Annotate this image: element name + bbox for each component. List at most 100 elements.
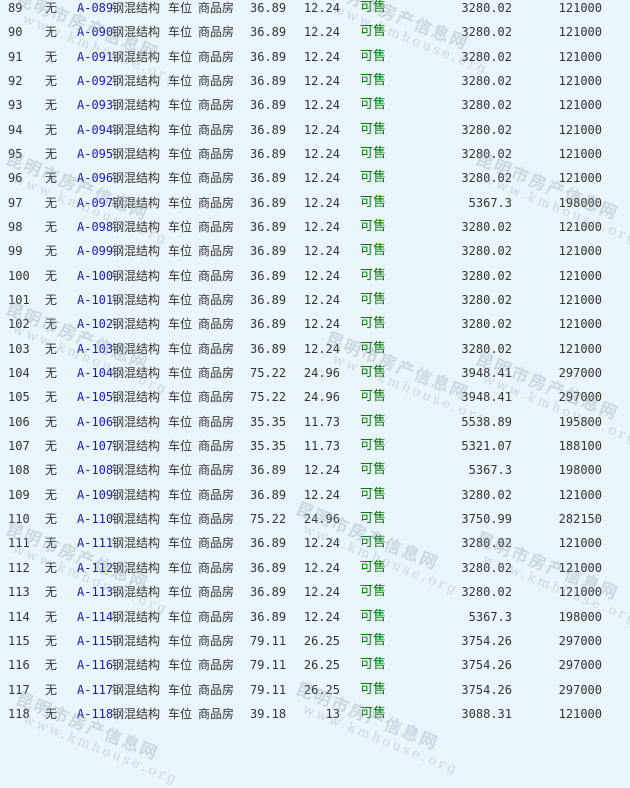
table-row: 95 无 A-095 钢混结构 车位 商品房 36.89 12.24 可售 3280.02 1210… [0, 142, 630, 166]
unit-code-link[interactable]: A-097 [77, 195, 114, 210]
unit-code-link[interactable]: A-103 [77, 341, 114, 356]
total-price: 121000 [558, 98, 602, 113]
unit-code-link[interactable]: A-102 [77, 317, 114, 332]
table-row: 117 无 A-117 钢混结构 车位 商品房 79.11 26.25 可售 3754.26 297… [0, 678, 630, 702]
property-type: 商品房 [198, 244, 235, 259]
presale-cert: 无 [45, 560, 58, 575]
sale-status: 可售 [360, 48, 387, 64]
unit-code-link[interactable]: A-101 [77, 293, 114, 308]
structure: 钢混结构 [112, 682, 161, 697]
table-row: 106 无 A-106 钢混结构 车位 商品房 35.35 11.73 可售 5538.89 195… [0, 410, 630, 434]
sale-status: 可售 [360, 170, 387, 186]
structure: 钢混结构 [112, 171, 161, 186]
unit-code-link[interactable]: A-090 [77, 25, 114, 40]
structure: 钢混结构 [112, 706, 161, 721]
unit-code-link[interactable]: A-118 [77, 706, 114, 721]
unit-code-link[interactable]: A-104 [77, 366, 114, 381]
structure: 钢混结构 [112, 293, 161, 308]
building-area: 36.89 [250, 341, 287, 356]
structure: 钢混结构 [112, 439, 161, 454]
table-row: 94 无 A-094 钢混结构 车位 商品房 36.89 12.24 可售 3280.02 1210… [0, 118, 630, 142]
inner-area: 26.25 [303, 633, 340, 648]
usage: 车位 [168, 390, 193, 405]
building-area: 36.89 [250, 268, 287, 283]
unit-code-link[interactable]: A-089 [77, 1, 114, 15]
presale-cert: 无 [45, 609, 58, 624]
presale-cert: 无 [45, 244, 58, 259]
unit-code-link[interactable]: A-100 [77, 268, 114, 283]
building-area: 36.89 [250, 1, 287, 15]
unit-price: 3280.02 [461, 98, 512, 113]
unit-price: 3280.02 [461, 317, 512, 332]
unit-price: 3280.02 [461, 122, 512, 137]
unit-code-link[interactable]: A-095 [77, 147, 114, 162]
unit-code-link[interactable]: A-111 [77, 536, 114, 551]
building-area: 36.89 [250, 293, 287, 308]
structure: 钢混结构 [112, 244, 161, 259]
total-price: 297000 [558, 682, 602, 697]
unit-code-link[interactable]: A-112 [77, 560, 114, 575]
property-type: 商品房 [198, 439, 235, 454]
property-type: 商品房 [198, 414, 235, 429]
unit-code-link[interactable]: A-108 [77, 463, 114, 478]
unit-code-link[interactable]: A-113 [77, 585, 114, 600]
sale-status: 可售 [360, 73, 387, 89]
unit-code-link[interactable]: A-094 [77, 122, 114, 137]
inner-area: 12.24 [303, 220, 340, 235]
unit-code-link[interactable]: A-116 [77, 658, 114, 673]
usage: 车位 [168, 171, 193, 186]
building-area: 36.89 [250, 463, 287, 478]
sale-status: 可售 [360, 657, 387, 673]
usage: 车位 [168, 706, 193, 721]
inner-area: 26.25 [303, 658, 340, 673]
inner-area: 12.24 [303, 25, 340, 40]
sale-status: 可售 [360, 194, 387, 210]
unit-code-link[interactable]: A-091 [77, 49, 114, 64]
total-price: 121000 [558, 293, 602, 308]
unit-code-link[interactable]: A-106 [77, 414, 114, 429]
presale-cert: 无 [45, 268, 58, 283]
unit-code-link[interactable]: A-093 [77, 98, 114, 113]
unit-code-link[interactable]: A-096 [77, 171, 114, 186]
unit-code-link[interactable]: A-114 [77, 609, 114, 624]
unit-code-link[interactable]: A-099 [77, 244, 114, 259]
unit-price: 3280.02 [461, 293, 512, 308]
sale-status: 可售 [360, 24, 387, 40]
usage: 车位 [168, 512, 193, 527]
sale-status: 可售 [360, 608, 387, 624]
total-price: 121000 [558, 122, 602, 137]
property-type: 商品房 [198, 341, 235, 356]
presale-cert: 无 [45, 98, 58, 113]
total-price: 121000 [558, 220, 602, 235]
unit-code-link[interactable]: A-109 [77, 487, 114, 502]
property-type: 商品房 [198, 536, 235, 551]
structure: 钢混结构 [112, 633, 161, 648]
building-area: 36.89 [250, 220, 287, 235]
inner-area: 12.24 [303, 49, 340, 64]
table-row: 111 无 A-111 钢混结构 车位 商品房 36.89 12.24 可售 3280.02 121… [0, 531, 630, 555]
inner-area: 13 [325, 706, 340, 721]
unit-price: 3280.02 [461, 536, 512, 551]
sale-status: 可售 [360, 535, 387, 551]
unit-code-link[interactable]: A-115 [77, 633, 114, 648]
presale-cert: 无 [45, 439, 58, 454]
unit-code-link[interactable]: A-105 [77, 390, 114, 405]
unit-code-link[interactable]: A-092 [77, 74, 114, 89]
inner-area: 12.24 [303, 1, 340, 15]
unit-code-link[interactable]: A-110 [77, 512, 114, 527]
unit-code-link[interactable]: A-117 [77, 682, 114, 697]
presale-cert: 无 [45, 366, 58, 381]
row-number: 105 [8, 390, 30, 405]
property-type: 商品房 [198, 390, 235, 405]
property-type: 商品房 [198, 658, 235, 673]
property-type: 商品房 [198, 220, 235, 235]
unit-code-link[interactable]: A-107 [77, 439, 114, 454]
unit-code-link[interactable]: A-098 [77, 220, 114, 235]
unit-price: 3754.26 [461, 682, 512, 697]
structure: 钢混结构 [112, 195, 161, 210]
table-row: 99 无 A-099 钢混结构 车位 商品房 36.89 12.24 可售 3280.02 1210… [0, 239, 630, 263]
sale-status: 可售 [360, 438, 387, 454]
property-type: 商品房 [198, 463, 235, 478]
row-number: 112 [8, 560, 30, 575]
usage: 车位 [168, 220, 193, 235]
